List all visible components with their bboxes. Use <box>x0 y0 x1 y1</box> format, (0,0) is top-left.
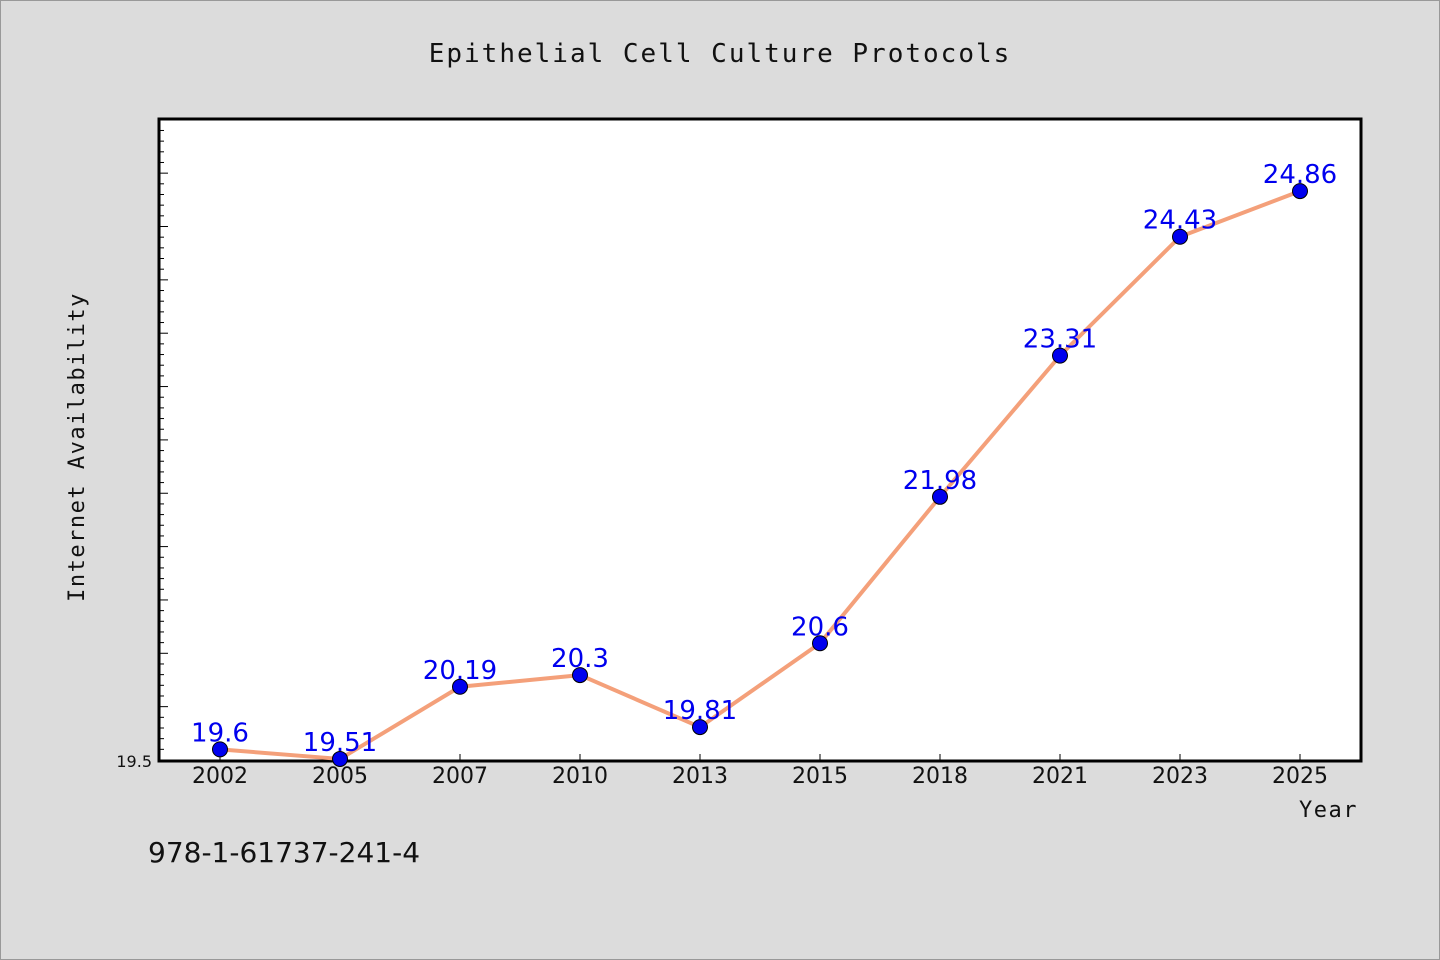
x-tick-label: 2018 <box>912 764 968 789</box>
chart-title: Epithelial Cell Culture Protocols <box>429 39 1012 69</box>
x-tick-label: 2025 <box>1272 764 1328 789</box>
y-axis-label: Internet Availability <box>65 292 90 602</box>
data-point <box>1172 228 1188 245</box>
data-label: 23.31 <box>1023 325 1097 355</box>
x-tick-label: 2005 <box>312 764 368 789</box>
x-tick-label: 2021 <box>1032 764 1088 789</box>
y-tick-label: 19.5 <box>116 752 152 771</box>
data-label: 24.43 <box>1143 206 1217 236</box>
x-tick-label: 2023 <box>1152 764 1208 789</box>
data-point <box>932 488 948 505</box>
x-tick-label: 2013 <box>672 764 728 789</box>
data-label: 20.19 <box>423 656 497 686</box>
data-point <box>572 667 588 684</box>
data-point <box>1292 183 1308 200</box>
data-label: 24.86 <box>1263 160 1337 190</box>
data-point <box>452 678 468 695</box>
x-axis-ticks: 2002 2005 2007 2010 2013 2015 2018 2021 2023 2025 <box>192 754 1328 789</box>
data-label: 19.6 <box>191 718 249 748</box>
x-axis-label: Year <box>1299 798 1358 823</box>
footnote-text: 978-1-61737-241-4 <box>148 836 420 869</box>
data-label: 19.81 <box>663 696 737 726</box>
series-group: 19.6 19.51 20.19 20.3 19.81 20.6 21.98 23.31 24.… <box>191 160 1337 767</box>
data-label: 20.3 <box>551 644 609 674</box>
data-label: 20.6 <box>791 612 849 642</box>
data-point <box>212 741 228 758</box>
y-axis-ticks: 19.5 <box>116 129 168 771</box>
data-point <box>812 635 828 652</box>
plot-area <box>157 117 1363 763</box>
data-point <box>1052 347 1068 364</box>
x-tick-label: 2007 <box>432 764 488 789</box>
x-tick-label: 2010 <box>552 764 608 789</box>
series-line <box>219 189 1301 761</box>
data-point <box>332 750 348 767</box>
data-label: 21.98 <box>903 466 977 496</box>
data-label: 19.51 <box>303 728 377 758</box>
x-tick-label: 2015 <box>792 764 848 789</box>
x-tick-label: 2002 <box>192 764 248 789</box>
data-point <box>692 719 708 736</box>
